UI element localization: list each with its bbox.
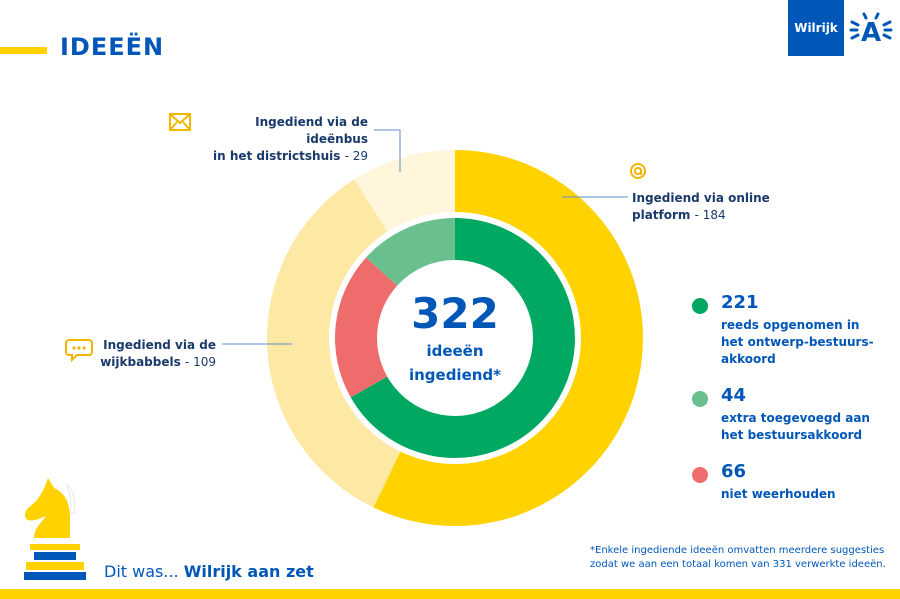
footnote: *Enkele ingediende ideeën omvatten meerd… (590, 544, 890, 572)
footnote-line2: zodat we aan een totaal komen van 331 ve… (590, 559, 886, 570)
antwerp-logo[interactable]: A (848, 8, 894, 48)
page-title: IDEEËN (60, 33, 165, 61)
logo-letter: A (861, 18, 881, 48)
chess-knight-icon (24, 478, 86, 580)
legend-line: het ontwerp-bestuurs- (721, 335, 874, 349)
at-sign-icon (630, 163, 646, 179)
legend-line: niet weerhouden (721, 487, 836, 501)
inner-slice-1 (335, 257, 398, 398)
footer-tagline: Dit was... Wilrijk aan zet (104, 562, 314, 581)
bottom-accent-bar (0, 589, 900, 599)
legend-dot (692, 298, 708, 314)
legend-value: 221 (721, 292, 759, 313)
annotation-wijkbabbels-line2: wijkbabbels (100, 355, 181, 369)
center-label-line1: ideeën (426, 342, 484, 360)
annotation-ideenbus-line1: Ingediend via de ideënbus (255, 115, 368, 146)
district-badge[interactable]: Wilrijk (788, 0, 844, 56)
inner-slice-0 (350, 218, 575, 458)
inner-ring (335, 218, 575, 458)
annotation-wijkbabbels: Ingediend via de wijkbabbels - 109 (100, 337, 216, 371)
title-accent-bar (0, 47, 47, 54)
footer-prefix: Dit was... (104, 562, 184, 581)
annotation-online-line2: platform (632, 208, 691, 222)
footnote-line1: *Enkele ingediende ideeën omvatten meerd… (590, 545, 885, 556)
annotation-wijkbabbels-value: - 109 (184, 355, 216, 369)
legend-text: niet weerhouden (721, 486, 891, 503)
legend-text: extra toegevoegd aan het bestuursakkoord (721, 410, 891, 444)
outer-slice-2 (354, 150, 455, 232)
annotation-wijkbabbels-line1: Ingediend via de (103, 338, 216, 352)
legend-dot (692, 391, 708, 407)
legend-value: 44 (721, 385, 747, 406)
center-total: 322 (411, 289, 499, 338)
outer-slice-1 (267, 179, 401, 508)
legend-line: extra toegevoegd aan (721, 411, 870, 425)
chat-bubbles-icon (65, 339, 93, 363)
center-label-line2: ingediend* (408, 366, 502, 384)
annotation-online: Ingediend via online platform - 184 (632, 190, 782, 224)
legend-value: 66 (721, 461, 747, 482)
legend-line: reeds opgenomen in (721, 318, 860, 332)
legend-text: reeds opgenomen in het ontwerp-bestuurs-… (721, 317, 891, 368)
footer-highlight: Wilrijk aan zet (183, 562, 314, 581)
outer-slice-0 (373, 150, 644, 526)
annotation-ideenbus: Ingediend via de ideënbus in het distric… (190, 114, 368, 165)
annotation-online-line1: Ingediend via online (632, 191, 770, 205)
annotation-online-value: - 184 (694, 208, 726, 222)
legend: 221 reeds opgenomen in het ontwerp-bestu… (692, 292, 892, 512)
legend-dot (692, 467, 708, 483)
annotation-ideenbus-value: - 29 (344, 149, 368, 163)
inner-slice-2 (366, 218, 455, 286)
district-name: Wilrijk (794, 21, 838, 35)
legend-line: het bestuursakkoord (721, 428, 863, 442)
outer-ring (267, 150, 644, 526)
legend-line: akkoord (721, 352, 776, 366)
leader-ideenbus (374, 129, 401, 172)
annotation-ideenbus-line2: in het districtshuis (213, 149, 341, 163)
envelope-icon (169, 113, 191, 131)
